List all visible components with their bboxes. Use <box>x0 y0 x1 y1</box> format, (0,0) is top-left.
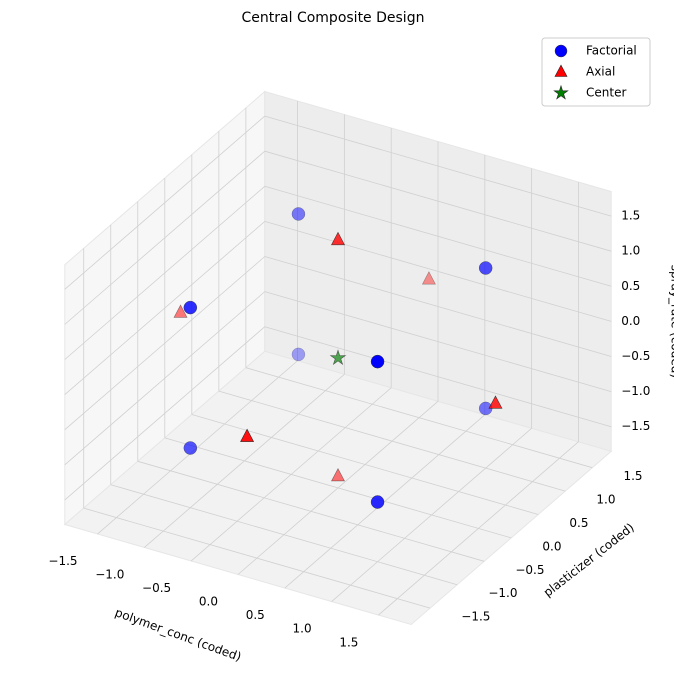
grid-line <box>245 367 593 469</box>
grid-line <box>64 326 266 501</box>
grid-line <box>64 185 266 360</box>
point <box>291 207 306 221</box>
tick-label: −1.5 <box>621 419 650 433</box>
tick-label: −1.0 <box>95 568 124 582</box>
point <box>331 467 345 482</box>
legend: Factorial Axial Center <box>541 37 651 107</box>
tick-label: −0.5 <box>515 563 544 577</box>
tick-label: 1.0 <box>596 493 615 507</box>
grid-line <box>64 291 266 466</box>
grid-line <box>191 414 539 515</box>
grid-line <box>137 460 485 562</box>
point <box>478 261 493 275</box>
legend-box <box>541 37 651 107</box>
grid-line <box>264 185 612 287</box>
grid-line <box>264 150 612 252</box>
grid-line <box>264 326 612 428</box>
point <box>488 395 503 409</box>
x-axis-label: polymer_conc (coded) <box>113 605 243 664</box>
point <box>370 495 385 509</box>
grid-line <box>110 484 458 586</box>
grid-line <box>218 390 566 492</box>
point <box>240 428 255 442</box>
grid-line <box>64 115 266 290</box>
legend-label: Axial <box>586 65 615 79</box>
grid-line <box>264 115 612 217</box>
legend-marker <box>554 64 568 77</box>
grid-line <box>264 256 612 357</box>
grid <box>64 100 612 616</box>
point <box>173 304 188 318</box>
point <box>370 354 385 369</box>
grid-line <box>83 507 431 609</box>
tick-label: −1.5 <box>48 554 77 568</box>
grid-line <box>264 291 612 393</box>
tick-label: −0.5 <box>142 581 171 595</box>
tick-label: 1.5 <box>621 209 640 223</box>
point <box>183 441 198 455</box>
tick-label: 0.5 <box>569 516 588 530</box>
z-axis-label: spray_rate (coded) <box>669 265 674 378</box>
legend-marker <box>553 84 569 100</box>
point <box>331 231 345 246</box>
points <box>173 207 503 509</box>
tick-label: −1.0 <box>488 586 517 600</box>
grid-line <box>164 437 512 539</box>
grid-line <box>64 256 266 431</box>
tick-label: 0.0 <box>621 314 640 328</box>
grid-line <box>264 221 612 322</box>
legend-label: Center <box>586 86 626 100</box>
grid-line <box>64 221 266 395</box>
tick-label: 1.0 <box>621 244 640 258</box>
point <box>421 271 436 285</box>
tick-label: 1.5 <box>339 635 358 649</box>
tick-label: 1.0 <box>293 622 312 636</box>
legend-label: Factorial <box>586 44 637 58</box>
point <box>291 347 306 362</box>
tick-label: 0.0 <box>199 595 218 609</box>
legend-marker <box>554 44 568 58</box>
point <box>329 349 347 366</box>
tick-label: 0.5 <box>621 279 640 293</box>
tick-label: −1.0 <box>621 384 650 398</box>
chart-title: Central Composite Design <box>242 10 425 26</box>
tick-label: −0.5 <box>621 349 650 363</box>
grid-line <box>64 150 266 325</box>
y-axis-label: plasticizer (coded) <box>541 520 637 599</box>
tick-label: −1.5 <box>461 610 490 624</box>
tick-label: 0.0 <box>542 539 561 553</box>
point <box>183 300 198 315</box>
tick-label: 1.5 <box>623 469 642 483</box>
tick-label: 0.5 <box>246 608 265 622</box>
